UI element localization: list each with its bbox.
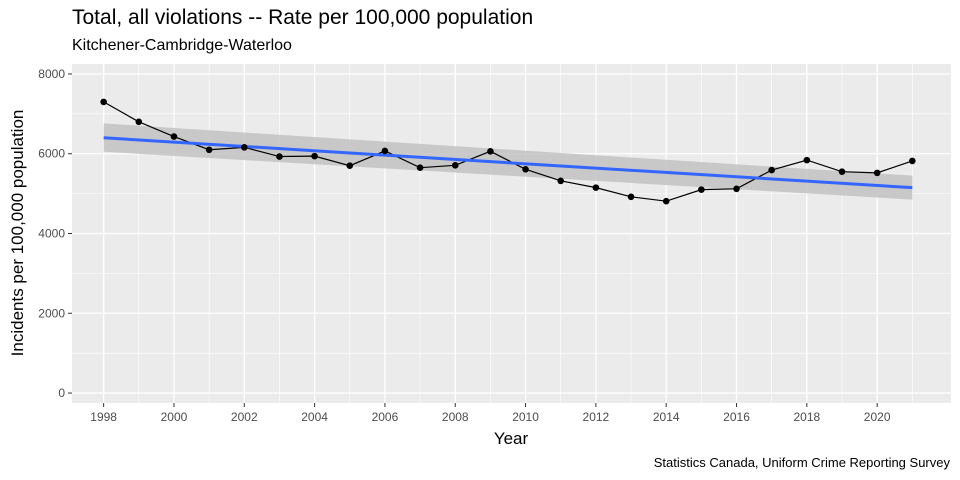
data-point <box>135 118 143 126</box>
data-point <box>451 162 459 169</box>
x-tick-label: 2014 <box>653 410 680 424</box>
y-tick-label: 6000 <box>38 147 65 161</box>
y-tick-label: 8000 <box>38 67 65 81</box>
x-tick-label: 2010 <box>512 410 539 424</box>
trend-line <box>103 136 913 190</box>
x-axis-title: Year <box>494 429 529 448</box>
data-point <box>803 156 811 164</box>
chart-caption: Statistics Canada, Uniform Crime Reporti… <box>653 455 950 470</box>
y-axis-title: Incidents per 100,000 population <box>8 110 27 357</box>
data-point <box>698 186 705 193</box>
data-point <box>873 169 881 177</box>
data-point <box>346 162 354 169</box>
x-tick-label: 1998 <box>90 410 117 424</box>
y-tick-label: 4000 <box>38 227 65 241</box>
y-tick-label: 2000 <box>38 306 65 320</box>
x-tick-label: 2012 <box>583 410 610 424</box>
data-point <box>522 165 529 173</box>
data-point <box>100 98 107 106</box>
data-point <box>838 168 846 175</box>
data-point <box>170 133 178 140</box>
data-point <box>627 193 635 201</box>
data-point <box>592 184 600 191</box>
data-point <box>662 197 670 205</box>
data-point <box>240 144 248 151</box>
x-tick-label: 2002 <box>231 410 258 424</box>
axes: 1998 2000 2002 2004 2006 2008 2010 2012 2014 2016… <box>38 67 891 424</box>
x-tick-label: 2020 <box>864 410 891 424</box>
data-layer <box>100 98 916 205</box>
data-point <box>311 152 318 160</box>
data-point <box>557 177 565 185</box>
x-tick-label: 2000 <box>161 410 188 424</box>
data-point <box>487 148 494 155</box>
data-point <box>416 164 424 171</box>
chart-title: Total, all violations -- Rate per 100,00… <box>72 6 534 29</box>
x-tick-label: 2016 <box>723 410 750 424</box>
data-point <box>733 185 740 193</box>
x-tick-label: 2006 <box>372 410 399 424</box>
data-point <box>768 166 775 174</box>
data-point <box>205 146 213 154</box>
y-tick-label: 0 <box>58 386 65 400</box>
series-line <box>103 101 913 202</box>
data-point <box>276 153 283 160</box>
chart-subtitle: Kitchener-Cambridge-Waterloo <box>72 37 292 54</box>
x-tick-label: 2004 <box>301 410 328 424</box>
data-point <box>909 157 916 165</box>
x-tick-label: 2008 <box>442 410 469 424</box>
x-tick-label: 2018 <box>793 410 820 424</box>
data-point <box>381 147 389 155</box>
